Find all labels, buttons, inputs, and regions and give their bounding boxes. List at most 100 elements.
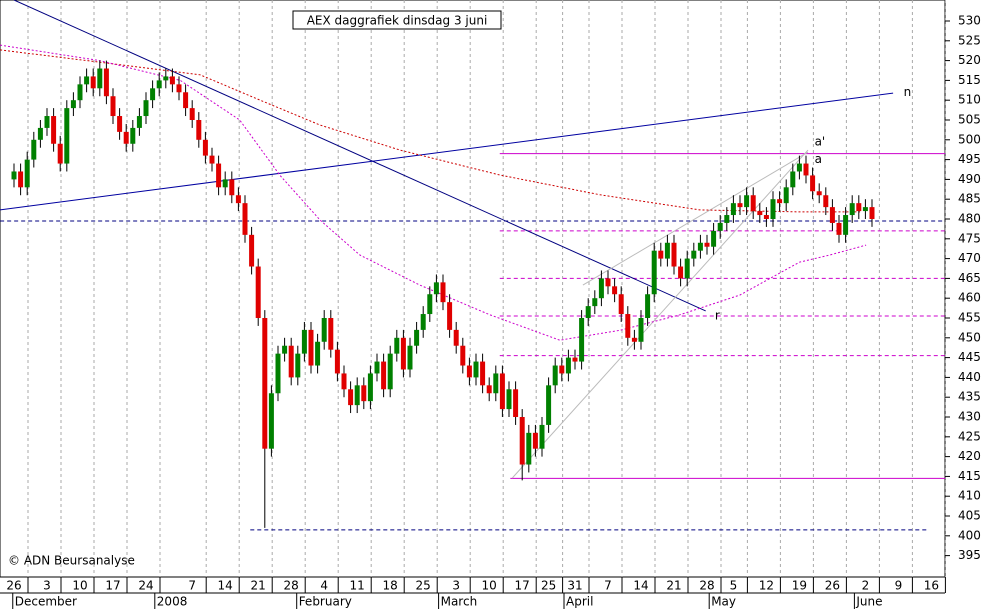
candle-body [282,345,288,354]
candle-body [546,385,552,425]
candle-body [328,318,334,350]
x-tick-label: 10 [482,579,497,593]
y-tick-label: 455 [958,311,981,325]
y-tick-label: 395 [958,548,981,562]
candle-body [348,389,354,406]
candle-body [163,76,169,81]
candle-body [697,242,703,251]
candle-body [11,171,17,180]
y-tick-label: 485 [958,192,981,206]
candle-body [843,215,849,235]
y-tick-label: 460 [958,291,981,305]
title-box [292,10,502,30]
candle-body [552,365,558,386]
candle-body [381,361,387,390]
candle-body [334,349,340,374]
candle-body [526,432,532,465]
candle-body [130,127,136,144]
x-tick-label: 26 [825,579,840,593]
candle-body [374,361,380,374]
candle-body [295,353,301,378]
candle-body [308,329,314,366]
candle-body [222,179,228,188]
candle-body [486,385,492,394]
candle-body [249,234,255,267]
candle-body [579,318,585,362]
candle-body [823,195,829,208]
candle-body [506,389,512,410]
candle-body [711,230,717,247]
candle-body [64,108,70,164]
x-tick-label: 21 [251,579,266,593]
x-tick-label: 17 [515,579,530,593]
candle-body [209,155,215,164]
candle-body [136,116,142,128]
candle-body [262,318,268,449]
candle-body [255,266,261,319]
candle-body [229,179,235,196]
candle-body [183,92,189,109]
y-tick-label: 495 [958,152,981,166]
candle-body [37,127,43,140]
credit: © ADN Beursanalyse [8,554,135,568]
candle-body [513,389,519,418]
x-tick-label: 28 [699,579,714,593]
candle-body [684,258,690,279]
annotation: a' [815,134,826,148]
candle-body [532,432,538,449]
candle-body [169,76,175,85]
candle-body [235,195,241,204]
x-tick-label: 25 [416,579,431,593]
month-label: April [566,595,593,609]
candle-body [750,195,756,212]
candle-body [44,116,50,128]
candle-body [717,222,723,231]
candle-body [803,163,809,176]
axes: 3954004054104154204254304354404454504554… [6,13,981,609]
x-tick-label: 26 [6,579,21,593]
candle-body [354,385,360,406]
candle-body [757,211,763,216]
candle-body [367,373,373,402]
candle-body [394,337,400,354]
candle-body [407,345,413,370]
x-tick-label: 7 [604,579,612,593]
candle-body [341,373,347,390]
y-tick-label: 435 [958,390,981,404]
candle-body [117,116,123,132]
candle-body [618,294,624,315]
x-tick-label: 16 [924,579,939,593]
candle-body [763,215,769,219]
candle-body [24,159,30,188]
x-tick-label: 31 [567,579,582,593]
y-tick-label: 430 [958,410,981,424]
overlay-line [0,44,867,341]
candle-body [77,84,83,101]
candle-body [612,286,618,295]
candle-body [361,385,367,402]
candle-body [691,250,697,259]
candle-body [744,195,750,208]
candle-body [414,329,420,346]
candle-body [572,357,578,362]
candle-body [453,329,459,346]
candle-body [565,357,571,374]
candle-body [31,139,37,160]
candle-body [268,393,274,449]
y-tick-label: 410 [958,489,981,503]
candle-body [110,96,116,117]
x-tick-label: 3 [452,579,460,593]
candle-body [242,203,248,235]
overlay-line [13,0,706,312]
y-tick-label: 440 [958,370,981,384]
candle-body [790,171,796,188]
candle-body [664,242,670,259]
chart-title: AEX daggrafiek dinsdag 3 juni [307,14,488,28]
x-tick-label: 12 [759,579,774,593]
candle-body [70,100,76,109]
candle-body [777,199,783,204]
overlay-line [582,151,809,286]
candle-body [559,365,565,374]
y-tick-label: 515 [958,73,981,87]
y-tick-label: 400 [958,528,981,542]
